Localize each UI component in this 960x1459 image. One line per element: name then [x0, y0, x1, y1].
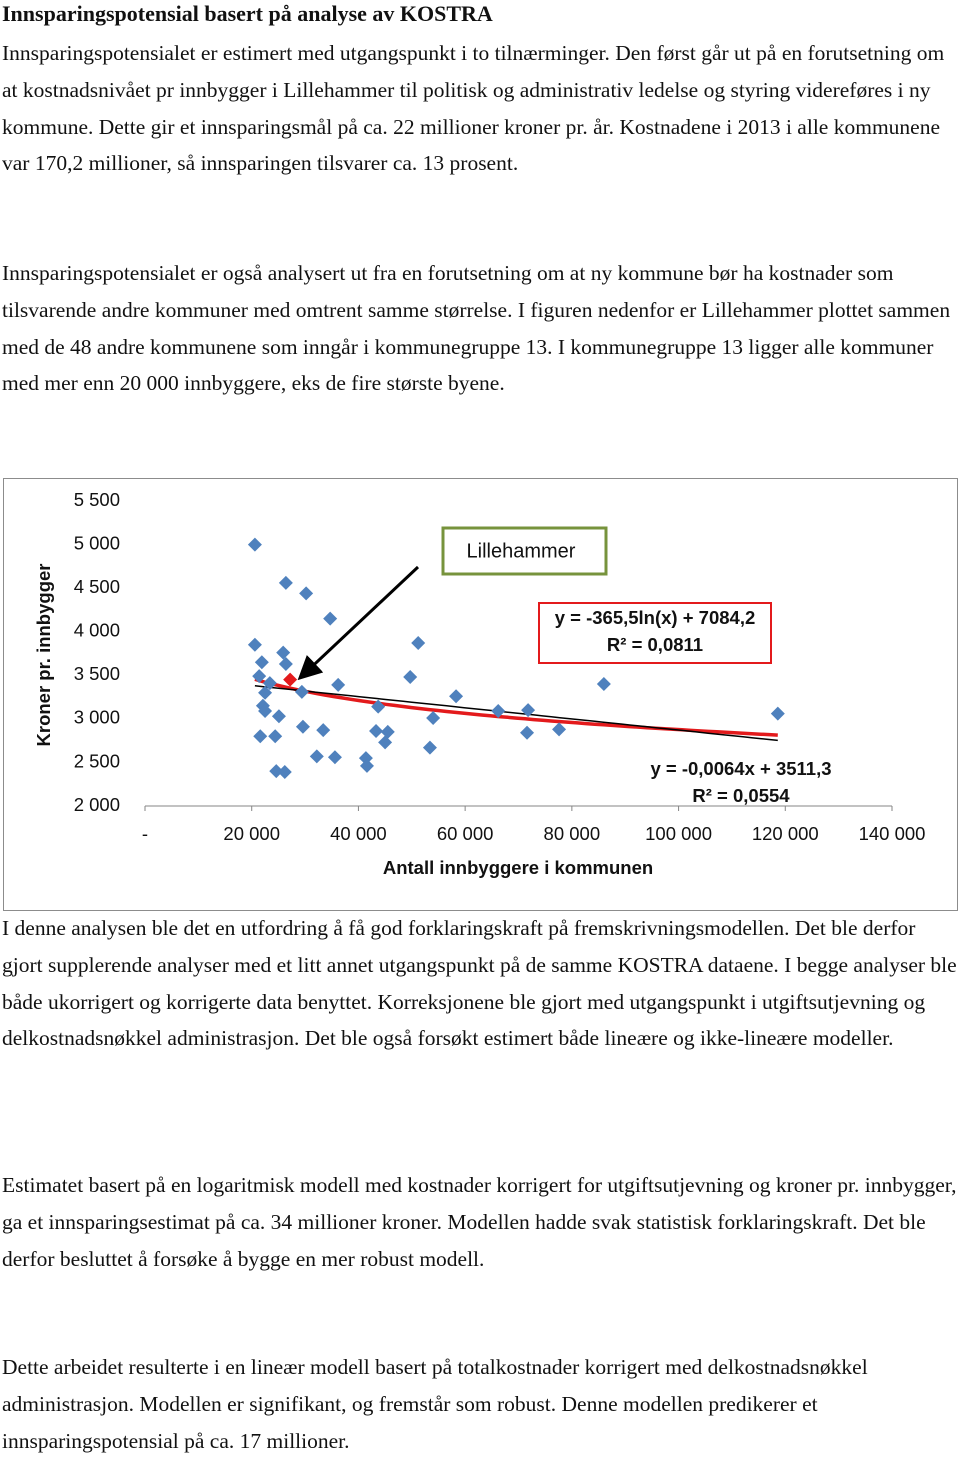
x-tick-label: 140 000	[859, 823, 926, 844]
data-point	[491, 704, 506, 719]
data-point	[403, 670, 418, 685]
data-point	[294, 684, 309, 699]
data-point	[331, 677, 346, 692]
paragraph: Dette arbeidet resulterte i en lineær mo…	[2, 1355, 868, 1453]
data-point	[770, 706, 785, 721]
chart: 2 000 2 500 3 000 3 500 4 000 4 500 5 000 5 500…	[3, 478, 958, 911]
data-point	[283, 672, 298, 687]
data-point	[520, 725, 535, 740]
equation-box	[538, 602, 772, 664]
data-point	[378, 735, 393, 750]
data-point	[276, 645, 291, 660]
paragraph: Innsparingspotensialet er også analysert…	[2, 261, 951, 396]
data-point	[371, 699, 386, 714]
data-point	[359, 758, 374, 773]
paragraph: I denne analysen ble det en utfordring å…	[2, 916, 957, 1051]
data-point	[380, 724, 395, 739]
x-tick-label: 20 000	[223, 823, 280, 844]
trendline-r2: R² = 0,0811	[607, 634, 703, 655]
data-point	[323, 611, 338, 626]
data-point	[258, 685, 273, 700]
y-tick-label: 3 500	[74, 663, 120, 684]
data-point	[262, 676, 277, 691]
data-point	[596, 677, 611, 691]
trendline	[254, 685, 778, 742]
annotation: Lillehammer	[467, 540, 576, 562]
data-point	[278, 575, 293, 590]
x-tick-label: 120 000	[752, 823, 819, 844]
trendline-r2: R² = 0,0554	[692, 785, 790, 806]
x-tick-label: 100 000	[645, 823, 712, 844]
paragraph: Innsparingspotensialet er estimert med u…	[2, 41, 945, 176]
x-tick-label: -	[142, 823, 148, 844]
data-point	[253, 729, 268, 744]
data-point	[295, 719, 310, 734]
data-point	[252, 669, 267, 684]
paragraph: Estimatet basert på en logaritmisk model…	[2, 1173, 957, 1271]
trendline	[254, 677, 778, 737]
y-tick-label: 2 500	[74, 750, 120, 771]
data-point	[309, 749, 324, 764]
data-point	[327, 750, 342, 765]
heading: Innsparingspotensial basert på analyse a…	[2, 1, 493, 26]
data-point	[521, 703, 536, 718]
y-tick-label: 5 000	[74, 532, 120, 553]
y-tick-label: 5 500	[74, 489, 120, 510]
data-point	[277, 765, 292, 780]
data-point	[258, 704, 273, 719]
x-tick-label: 40 000	[330, 823, 387, 844]
data-point	[422, 740, 437, 755]
y-tick-label: 2 000	[74, 794, 120, 815]
data-point	[369, 724, 384, 739]
x-tick-label: 60 000	[437, 823, 494, 844]
data-point	[268, 729, 283, 744]
y-tick-label: 4 500	[74, 576, 120, 597]
y-axis-label: Kroner pr. innbygger	[33, 564, 54, 747]
x-tick-label: 80 000	[544, 823, 601, 844]
data-point	[449, 689, 464, 704]
annotation-arrow	[297, 565, 420, 681]
trendline-equation: y = -0,0064x + 3511,3	[650, 758, 831, 779]
data-point	[299, 586, 314, 601]
data-point	[278, 656, 293, 671]
data-point	[411, 636, 426, 651]
data-point	[247, 637, 262, 652]
data-point	[247, 537, 262, 552]
data-point	[426, 710, 441, 725]
y-tick-label: 4 000	[74, 620, 120, 641]
x-axis-label: Antall innbyggere i kommunen	[383, 857, 653, 878]
data-point	[271, 709, 286, 724]
data-point	[316, 723, 331, 738]
plot-area: 2 000 2 500 3 000 3 500 4 000 4 500 5 000 5 500…	[74, 489, 926, 844]
data-point	[254, 655, 269, 670]
annotation-box	[441, 526, 608, 576]
data-point	[269, 764, 284, 779]
y-tick-label: 3 000	[74, 707, 120, 728]
trendline-equation: y = -365,5ln(x) + 7084,2	[555, 607, 756, 628]
